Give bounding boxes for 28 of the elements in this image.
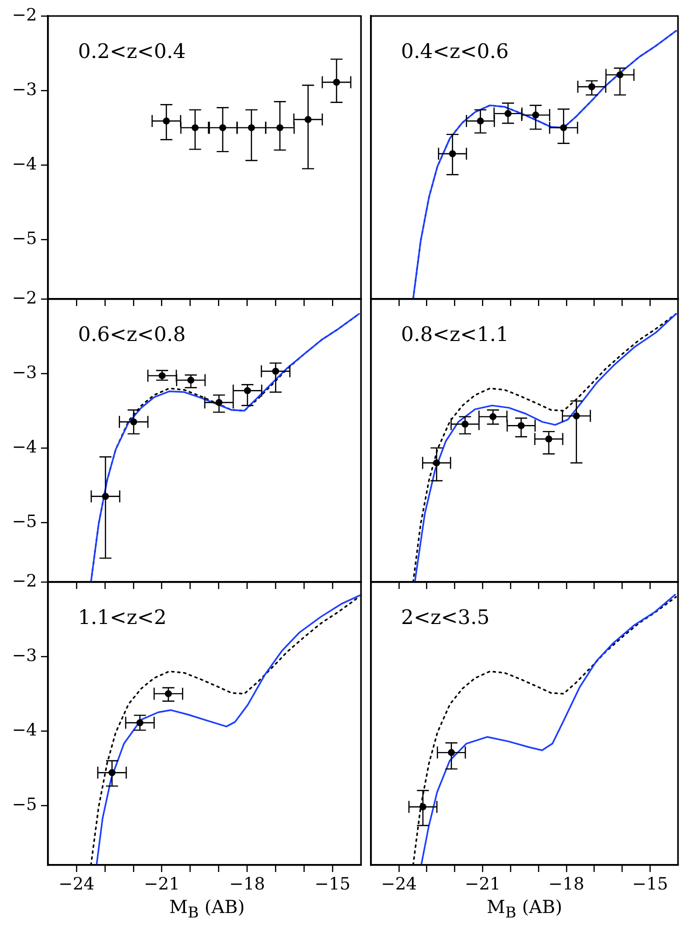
x-tick-label: −18 [548, 874, 584, 895]
y-tick-label: −5 [12, 512, 37, 532]
x-tick-label: −21 [144, 874, 180, 895]
x-tick-label: −24 [380, 874, 417, 895]
y-tick-label: −5 [12, 228, 37, 249]
text: 2<z<3.5 [401, 605, 490, 629]
y-tick-label: −2 [12, 5, 37, 26]
x-tick-label: −15 [314, 874, 350, 895]
x-tick-label: −18 [229, 874, 266, 895]
y-tick-label: −2 [12, 288, 37, 308]
y-tick-label: −5 [12, 794, 37, 815]
text: 1.1<z<2 [78, 605, 167, 629]
text: 0.6<z<0.8 [78, 322, 186, 346]
y-tick-label: −4 [12, 720, 37, 740]
x-axis-title: M$_{B}$ (AB) [168, 897, 246, 922]
text: 0.8<z<1.1 [401, 322, 509, 346]
x-tick-label: −15 [632, 874, 668, 895]
y-tick-label: −3 [12, 80, 37, 100]
y-tick-label: −3 [12, 362, 37, 383]
text: 0.2<z<0.4 [78, 39, 186, 63]
x-tick-label: −24 [58, 874, 94, 895]
x-tick-label: −21 [464, 874, 501, 895]
text: 0.4<z<0.6 [401, 39, 509, 63]
y-tick-label: −3 [12, 646, 37, 666]
x-axis-title: M$_{B}$ (AB) [486, 897, 564, 922]
y-tick-label: −4 [12, 437, 37, 458]
y-tick-label: −2 [12, 571, 37, 592]
y-tick-label: −4 [12, 154, 37, 174]
